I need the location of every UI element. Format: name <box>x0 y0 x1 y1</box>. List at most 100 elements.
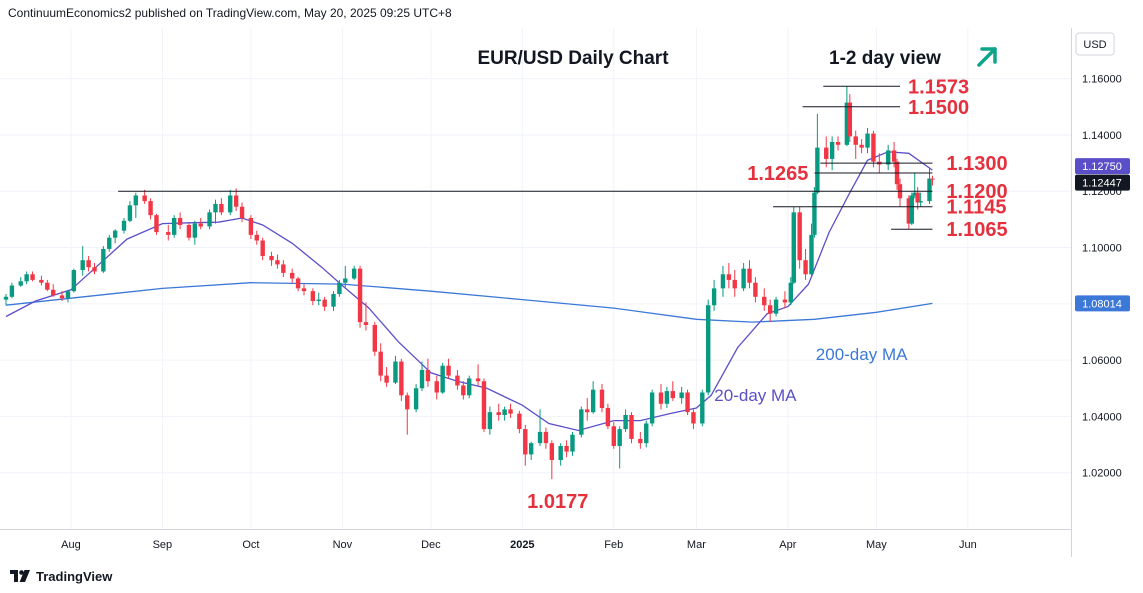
candle[interactable] <box>517 410 522 434</box>
candle[interactable] <box>239 202 245 223</box>
candle[interactable] <box>148 198 153 220</box>
candle[interactable] <box>351 265 357 280</box>
candle[interactable] <box>121 217 127 234</box>
candle[interactable] <box>865 127 870 154</box>
candle[interactable] <box>228 189 233 216</box>
candle[interactable] <box>393 355 398 385</box>
candle[interactable] <box>481 378 487 432</box>
candle[interactable] <box>803 248 808 280</box>
candle[interactable] <box>797 206 802 269</box>
candle[interactable] <box>219 198 224 216</box>
candle[interactable] <box>310 288 316 306</box>
candle[interactable] <box>629 412 634 444</box>
candle[interactable] <box>711 279 717 311</box>
candle[interactable] <box>30 271 35 282</box>
candle[interactable] <box>809 223 814 278</box>
candle[interactable] <box>289 268 295 283</box>
candle[interactable] <box>623 409 628 432</box>
candle[interactable] <box>496 403 501 421</box>
candle[interactable] <box>372 322 378 356</box>
candle[interactable] <box>378 343 383 382</box>
candle[interactable] <box>295 277 301 292</box>
candle[interactable] <box>570 431 575 456</box>
candle[interactable] <box>815 113 820 195</box>
candle[interactable] <box>549 440 555 480</box>
candle[interactable] <box>337 279 342 297</box>
candle[interactable] <box>198 217 203 230</box>
candle[interactable] <box>186 223 192 241</box>
candle[interactable] <box>133 192 139 218</box>
candle[interactable] <box>39 275 44 286</box>
candle[interactable] <box>59 291 65 302</box>
candle[interactable] <box>824 136 829 168</box>
candle[interactable] <box>233 188 239 211</box>
candle[interactable] <box>399 358 404 401</box>
candle[interactable] <box>829 136 835 171</box>
candle[interactable] <box>844 86 850 147</box>
candle[interactable] <box>171 215 177 238</box>
candle[interactable] <box>564 440 569 458</box>
candle[interactable] <box>405 392 410 435</box>
candle[interactable] <box>166 225 171 241</box>
candle[interactable] <box>909 192 914 226</box>
candle[interactable] <box>605 403 611 430</box>
candle[interactable] <box>599 384 605 413</box>
candle[interactable] <box>331 291 336 311</box>
candle[interactable] <box>585 398 590 421</box>
candle[interactable] <box>788 277 794 306</box>
candle[interactable] <box>192 220 198 245</box>
candle[interactable] <box>9 282 15 299</box>
price-axis[interactable]: USD <box>1071 28 1115 557</box>
candle[interactable] <box>45 279 50 292</box>
candles[interactable] <box>3 86 935 480</box>
candle[interactable] <box>508 403 513 418</box>
candle[interactable] <box>847 94 853 142</box>
candle[interactable] <box>107 234 112 252</box>
candle[interactable] <box>706 299 711 396</box>
candle[interactable] <box>92 263 97 275</box>
candle[interactable] <box>658 384 664 410</box>
candle[interactable] <box>461 381 466 400</box>
candle[interactable] <box>384 367 389 387</box>
candle[interactable] <box>558 443 563 466</box>
candle[interactable] <box>679 386 684 404</box>
candle[interactable] <box>835 136 841 151</box>
candle[interactable] <box>3 293 9 306</box>
candle[interactable] <box>685 389 690 416</box>
candle[interactable] <box>741 263 746 292</box>
candle[interactable] <box>649 389 655 427</box>
candle[interactable] <box>475 364 481 386</box>
candle[interactable] <box>579 406 584 438</box>
candle[interactable] <box>782 291 788 309</box>
candle[interactable] <box>301 284 307 296</box>
candle[interactable] <box>413 384 419 413</box>
candle[interactable] <box>502 406 507 421</box>
candle[interactable] <box>112 229 118 244</box>
candle[interactable] <box>611 422 616 449</box>
candle[interactable] <box>638 431 643 449</box>
candle[interactable] <box>18 277 23 287</box>
candle[interactable] <box>664 386 670 408</box>
candle[interactable] <box>65 289 71 303</box>
candle[interactable] <box>419 361 425 392</box>
candle[interactable] <box>127 201 133 223</box>
candle[interactable] <box>726 263 732 289</box>
candle[interactable] <box>260 237 265 261</box>
candle[interactable] <box>753 277 758 303</box>
candle[interactable] <box>248 215 254 240</box>
candle[interactable] <box>425 358 431 387</box>
candle[interactable] <box>51 284 56 297</box>
candle[interactable] <box>762 288 767 311</box>
candle[interactable] <box>363 302 369 331</box>
candle[interactable] <box>859 139 864 154</box>
candle[interactable] <box>930 175 935 186</box>
candle[interactable] <box>644 420 649 448</box>
candle[interactable] <box>86 255 91 272</box>
candle[interactable] <box>142 189 147 204</box>
candle[interactable] <box>80 246 85 276</box>
candle[interactable] <box>885 144 891 171</box>
candle[interactable] <box>24 271 29 285</box>
candle[interactable] <box>537 409 543 446</box>
candle[interactable] <box>812 187 817 238</box>
candle[interactable] <box>528 441 534 461</box>
